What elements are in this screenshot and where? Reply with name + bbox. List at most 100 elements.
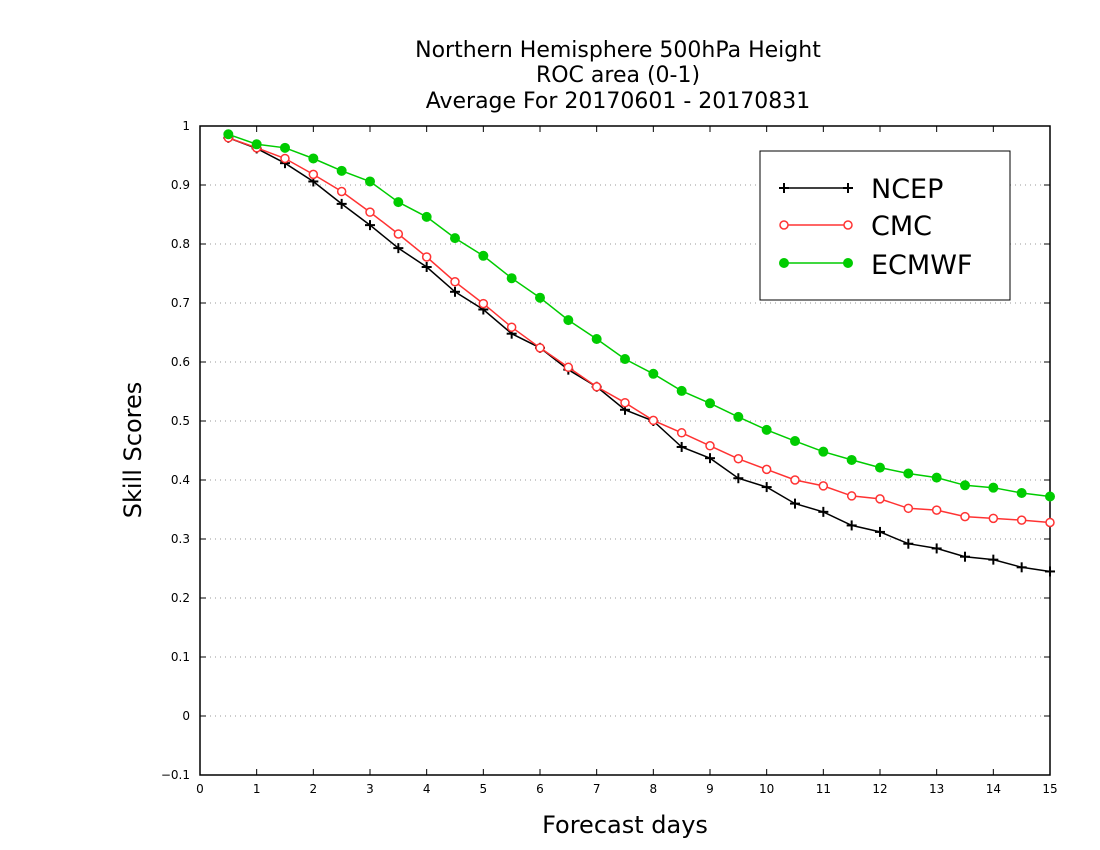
data-point-cmc (648, 415, 659, 426)
data-point-ecmwf (421, 211, 432, 222)
data-point-ecmwf (1016, 487, 1027, 498)
data-point-cmc (790, 475, 800, 485)
data-point-ncep (761, 482, 772, 493)
y-tick-label: 1 (182, 119, 190, 133)
x-tick-label: 7 (593, 782, 601, 796)
y-tick-label: 0.5 (171, 414, 190, 428)
chart-title: Northern Hemisphere 500hPa Height ROC ar… (415, 38, 821, 114)
data-point-ecmwf (903, 468, 914, 479)
legend-label-ncep: NCEP (871, 174, 943, 205)
data-point-cmc (846, 491, 857, 501)
legend-marker-cmc (779, 220, 789, 230)
data-point-cmc (450, 277, 460, 287)
legend-swatch-cmc (779, 220, 853, 230)
x-tick-label: 0 (196, 782, 204, 796)
x-tick-label: 6 (536, 782, 544, 796)
data-point-ncep (676, 441, 687, 452)
data-point-ncep (988, 554, 999, 565)
series-ecmwf (223, 129, 1055, 502)
data-point-ecmwf (1045, 491, 1055, 502)
data-point-cmc (818, 481, 829, 491)
data-point-ecmwf (705, 398, 715, 409)
y-tick-label: 0.4 (171, 473, 190, 487)
data-point-cmc (535, 343, 545, 353)
data-point-ncep (790, 498, 800, 509)
y-tick-label: 0.3 (171, 532, 190, 546)
data-point-cmc (591, 382, 602, 392)
data-point-cmc (875, 494, 885, 504)
legend-swatch-ncep (779, 183, 853, 193)
legend: NCEP CMC ECMWF (759, 150, 1011, 301)
y-tick-label: 0.7 (171, 296, 190, 310)
legend-entry-cmc: CMC (779, 211, 932, 242)
title-line-2: ROC area (0-1) (536, 63, 700, 88)
x-tick-label: 10 (759, 782, 774, 796)
data-point-ncep (875, 526, 885, 537)
plot-frame (199, 125, 1051, 776)
legend-marker-ncep (843, 183, 853, 193)
data-point-cmc (960, 511, 970, 522)
data-series (223, 129, 1055, 577)
y-tick-label: 0.2 (171, 591, 190, 605)
data-point-cmc (280, 153, 290, 164)
data-point-cmc (1045, 517, 1055, 528)
legend-swatch-ecmwf (779, 258, 853, 268)
legend-entry-ecmwf: ECMWF (779, 250, 972, 281)
y-tick-label: 0.6 (171, 355, 190, 369)
data-point-ecmwf (761, 424, 772, 435)
y-tick-label: −0.1 (161, 768, 190, 782)
data-point-ecmwf (450, 233, 460, 244)
data-point-ecmwf (251, 139, 262, 150)
data-point-ecmwf (733, 411, 744, 422)
data-point-cmc (563, 362, 574, 373)
y-tick-label: 0.1 (171, 650, 190, 664)
legend-label-cmc: CMC (871, 211, 932, 242)
data-point-ncep (846, 520, 857, 531)
data-point-cmc (620, 397, 630, 408)
legend-marker-cmc (843, 220, 853, 230)
data-point-ecmwf (308, 153, 319, 164)
data-point-ncep (733, 473, 744, 484)
data-point-ecmwf (393, 197, 404, 208)
data-point-ncep (393, 243, 404, 254)
axes: −0.100.10.20.30.40.50.60.70.80.910 1 2 3 4 5 6… (161, 119, 1058, 796)
x-tick-label: 4 (423, 782, 431, 796)
data-point-ecmwf (875, 462, 885, 473)
y-axis-title: Skill Scores (119, 382, 147, 519)
data-point-ncep (705, 453, 715, 464)
data-point-ncep (903, 538, 914, 549)
data-point-cmc (931, 505, 942, 515)
data-point-ecmwf (676, 385, 687, 396)
data-point-ecmwf (336, 165, 347, 176)
data-point-cmc (421, 252, 432, 262)
data-point-cmc (478, 298, 489, 309)
x-tick-label: 14 (986, 782, 1001, 796)
data-point-cmc (733, 454, 744, 464)
x-tick-label: 11 (816, 782, 831, 796)
data-point-ecmwf (506, 273, 517, 284)
y-tick-label: 0.9 (171, 178, 190, 192)
x-tick-label: 9 (706, 782, 714, 796)
legend-marker-ncep (779, 183, 789, 193)
legend-label-ecmwf: ECMWF (871, 250, 972, 281)
legend-box (759, 150, 1011, 301)
legend-marker-ecmwf (843, 258, 853, 268)
legend-marker-ecmwf (779, 258, 789, 268)
data-point-cmc (308, 169, 319, 180)
x-tick-label: 2 (310, 782, 318, 796)
data-point-cmc (365, 207, 375, 217)
data-point-cmc (676, 428, 687, 438)
data-point-ncep (450, 286, 460, 297)
data-point-ecmwf (563, 315, 574, 326)
data-point-ecmwf (620, 354, 630, 365)
data-point-ncep (336, 198, 347, 209)
data-point-ecmwf (818, 446, 829, 457)
data-point-ncep (931, 543, 942, 554)
x-tick-label: 1 (253, 782, 261, 796)
data-point-cmc (988, 513, 999, 524)
series-cmc (223, 133, 1055, 528)
title-line-1: Northern Hemisphere 500hPa Height (415, 38, 821, 63)
data-point-ecmwf (591, 333, 602, 344)
data-point-ecmwf (223, 129, 234, 140)
